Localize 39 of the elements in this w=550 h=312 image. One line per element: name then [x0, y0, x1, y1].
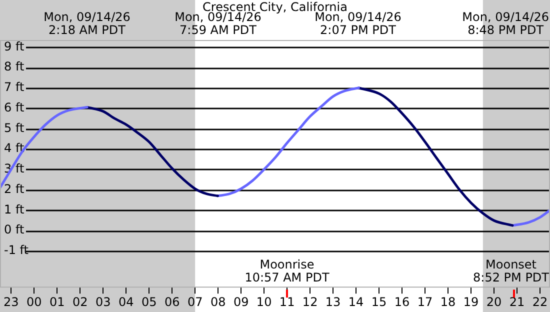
y-tick-label: 1 ft [4, 202, 24, 216]
x-tick-label: 13 [325, 294, 341, 309]
y-tick-label: -1 ft [4, 243, 29, 258]
x-tick-label: 03 [95, 294, 111, 309]
x-tick-label: 17 [417, 294, 433, 309]
x-tick-label: 20 [486, 294, 502, 309]
text: Mon, 09/14/26 2:18 AM PDT [44, 10, 130, 38]
x-tick-label: 08 [210, 294, 226, 309]
text: Mon, 09/14/26 8:48 PM PDT [462, 10, 549, 38]
x-tick-label: 10 [256, 294, 272, 309]
text: Mon, 09/14/26 7:59 AM PDT [174, 10, 262, 38]
annotation: Moonrise 10:57 AM PDT [244, 258, 330, 285]
x-tick-label: 15 [371, 294, 387, 309]
x-tick-label: 11 [279, 294, 295, 309]
x-tick-label: 01 [49, 294, 65, 309]
x-tick-label: 22 [532, 294, 548, 309]
x-tick-label: 00 [26, 294, 42, 309]
y-tick-label: 6 ft [4, 100, 24, 114]
annotation: Moonset 8:52 PM PDT [473, 258, 550, 285]
x-tick-label: 09 [233, 294, 249, 309]
x-tick-label: 07 [187, 294, 203, 309]
y-tick-label: 5 ft [4, 120, 24, 135]
y-tick-label: 0 ft [4, 222, 24, 237]
x-tick-label: 06 [164, 294, 180, 309]
x-tick-label: 16 [394, 294, 410, 309]
y-tick-label: 2 ft [4, 182, 24, 196]
x-tick-label: 12 [302, 294, 318, 309]
x-tick-label: 18 [440, 294, 456, 309]
x-tick-label: 04 [118, 294, 134, 309]
x-tick-label: 14 [348, 294, 364, 309]
x-tick-label: 23 [3, 294, 19, 309]
x-tick-label: 19 [463, 294, 479, 309]
text: Mon, 09/14/26 2:07 PM PDT [314, 10, 402, 38]
y-tick-label: 7 ft [4, 80, 24, 94]
y-tick-label: 8 ft [4, 60, 24, 74]
x-tick-label: 05 [141, 294, 157, 309]
y-tick-label: 9 ft [4, 39, 24, 54]
x-tick-label: 21 [509, 294, 525, 309]
x-tick-label: 02 [72, 294, 88, 309]
